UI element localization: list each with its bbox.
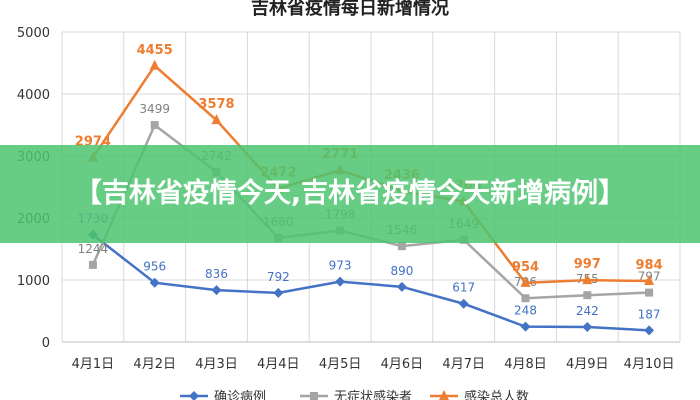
data-point: [396, 281, 407, 292]
data-label: 973: [329, 259, 352, 273]
data-point: [88, 260, 97, 269]
x-tick-label: 4月5日: [319, 357, 362, 372]
data-point: [582, 321, 593, 332]
y-tick-label: 4000: [17, 88, 50, 103]
headline-text: 【吉林省疫情今天,吉林省疫情今天新增病例】: [74, 178, 626, 209]
y-tick-label: 1000: [17, 274, 50, 289]
x-tick-label: 4月6日: [381, 357, 424, 372]
data-label: 954: [512, 260, 539, 275]
x-tick-label: 4月7日: [442, 357, 485, 372]
data-point: [273, 287, 284, 298]
legend-marker: [310, 392, 318, 400]
y-tick-label: 5000: [17, 26, 50, 41]
data-point: [520, 321, 531, 332]
legend: 确诊病例 无症状感染者 感染总人数: [180, 389, 529, 400]
x-tick-label: 4月1日: [72, 357, 115, 372]
data-point: [211, 114, 222, 125]
data-label: 187: [638, 307, 661, 321]
data-label: 617: [452, 281, 475, 295]
data-point: [211, 285, 222, 296]
legend-marker: [439, 390, 449, 400]
y-tick-label: 0: [42, 336, 50, 351]
x-axis: 4月1日 4月2日 4月3日 4月4日 4月5日 4月6日 4月7日 4月8日 4月9日 4月10…: [62, 341, 680, 372]
legend-marker: [189, 391, 199, 400]
legend-label: 确诊病例: [214, 390, 266, 400]
data-point: [583, 291, 592, 300]
data-point: [149, 59, 160, 70]
x-tick-label: 4月3日: [195, 357, 238, 372]
data-point: [521, 294, 530, 303]
data-point: [644, 325, 655, 336]
data-label: 3578: [198, 97, 234, 112]
data-point: [458, 298, 469, 309]
data-point: [335, 276, 346, 287]
data-label: 792: [267, 270, 290, 284]
data-label: 997: [574, 257, 601, 272]
data-point: [149, 277, 160, 288]
legend-label: 感染总人数: [464, 389, 529, 400]
x-tick-label: 4月4日: [257, 357, 300, 372]
headline-banner: 【吉林省疫情今天,吉林省疫情今天新增病例】: [0, 145, 700, 243]
data-label: 4455: [137, 43, 173, 58]
data-label: 242: [576, 304, 599, 318]
data-label: 3499: [139, 102, 170, 116]
data-point: [644, 274, 655, 285]
data-point: [520, 276, 531, 287]
legend-label: 无症状感染者: [334, 389, 412, 400]
data-label: 248: [514, 304, 537, 318]
series-line: [92, 233, 650, 332]
x-tick-label: 4月10日: [624, 357, 675, 372]
data-point: [582, 274, 593, 285]
data-point: [645, 288, 654, 297]
chart-title: 吉林省疫情每日新增情况: [251, 0, 449, 19]
data-point: [397, 242, 406, 251]
data-label: 1244: [78, 242, 109, 256]
data-label: 836: [205, 267, 228, 281]
x-tick-label: 4月9日: [566, 357, 609, 372]
x-tick-label: 4月8日: [504, 357, 547, 372]
data-label: 984: [636, 258, 663, 273]
data-point: [150, 121, 159, 130]
data-label: 890: [390, 264, 413, 278]
x-tick-label: 4月2日: [133, 357, 176, 372]
data-label: 956: [143, 260, 166, 274]
